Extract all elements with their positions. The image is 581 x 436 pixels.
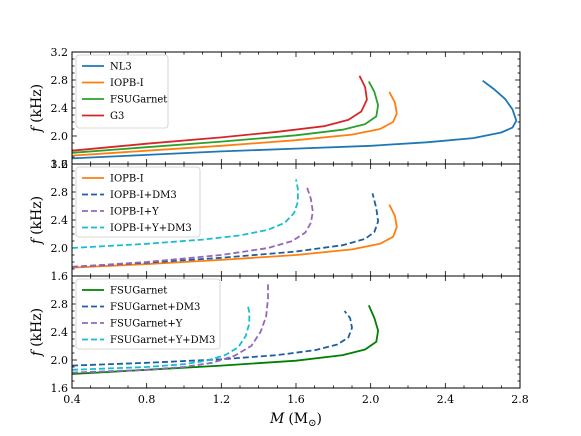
legend-label: FSUGarnet+DM3 (110, 302, 200, 313)
x-tick-label: 2.4 (437, 393, 455, 406)
legend: FSUGarnet FSUGarnet+DM3 FSUGarnet+Y FSUGarn… (75, 278, 221, 350)
legend-label: IOPB-I+Y (110, 207, 159, 218)
x-axis-label-close: ) (317, 411, 322, 427)
x-axis-label-var: M (269, 411, 285, 427)
series-line-fsugarnet-y (72, 284, 269, 374)
y-tick-label: 1.6 (51, 158, 69, 171)
y-axis-label-unit: (kHz) (29, 196, 45, 235)
y-tick-label: 2.8 (51, 186, 69, 199)
legend-label: IOPB-I (110, 174, 144, 185)
x-tick-label: 0.8 (138, 393, 156, 406)
y-tick-label: 2.0 (51, 354, 69, 367)
x-tick-label: 1.2 (213, 393, 231, 406)
y-tick-label: 2.4 (51, 326, 69, 339)
panel-frame (71, 275, 521, 389)
panel-1: 1.6 2.0 2.4 2.8 3.2 f(kHz) NL3 IOPB-I FSUGarnet G… (29, 46, 521, 171)
legend-label: FSUGarnet+Y (110, 319, 183, 330)
x-tick-label: 1.6 (287, 393, 305, 406)
y-tick-label: 2.0 (51, 242, 69, 255)
series-line-g3 (72, 75, 368, 152)
series-group (72, 179, 398, 269)
x-axis-label: M (M⊙) (269, 411, 322, 429)
y-tick-label: 2.8 (51, 74, 69, 87)
y-tick-label: 1.6 (51, 382, 69, 395)
series-line-iopb-i-dm3 (72, 193, 380, 268)
x-axis-label-unit: (M (288, 411, 308, 427)
y-tick-label: 2.0 (51, 130, 69, 143)
panel-3: 1.6 2.0 2.4 2.8 0.4 0.8 1.2 1.6 2.0 2.4 2.8 f(kHz) F… (29, 275, 529, 429)
legend-label: FSUGarnet (110, 95, 167, 106)
legend-label: NL3 (110, 62, 132, 73)
x-tick-label: 2.0 (362, 393, 380, 406)
legend-label: IOPB-I+DM3 (110, 190, 177, 201)
y-axis-label-var: f (29, 236, 45, 245)
x-tick-label: 2.8 (511, 393, 529, 406)
legend-box (75, 278, 221, 350)
legend-label: FSUGarnet+Y+DM3 (110, 335, 215, 346)
legend-box (75, 166, 201, 238)
series-line-iopb-i-y (72, 187, 314, 268)
y-tick-label: 3.2 (51, 158, 69, 171)
legend-label: FSUGarnet (110, 286, 167, 297)
legend: IOPB-I IOPB-I+DM3 IOPB-I+Y IOPB-I+Y+DM3 (75, 166, 201, 238)
y-tick-label: 1.6 (51, 270, 69, 283)
legend-label: G3 (110, 111, 124, 122)
series-line-iopb-i (72, 91, 398, 157)
y-tick-label: 2.4 (51, 102, 69, 115)
panel-2: 1.62.02.42.83.2f(kHz)IOPB-IIOPB-I+DM3IOP… (29, 158, 521, 283)
y-axis-label: f(kHz) (29, 196, 45, 245)
legend-label: IOPB-I+Y+DM3 (110, 223, 192, 234)
x-axis-label-sub: ⊙ (308, 418, 316, 429)
series-line-nl3 (72, 79, 518, 160)
y-axis-label: f(kHz) (29, 84, 45, 133)
series-line-iopb-i (72, 204, 398, 269)
legend-label: IOPB-I (110, 78, 144, 89)
series-line-fsugarnet-dm3 (72, 310, 353, 367)
y-axis-label-unit: (kHz) (29, 308, 45, 347)
y-tick-label: 2.8 (51, 298, 69, 311)
y-axis-label-var: f (29, 124, 45, 133)
y-axis-label-var: f (29, 348, 45, 357)
y-axis-label-unit: (kHz) (29, 84, 45, 123)
legend: NL3 IOPB-I FSUGarnet G3 (75, 54, 169, 129)
legend-box (75, 54, 169, 129)
series-group (72, 75, 518, 160)
y-tick-label: 3.2 (51, 46, 69, 59)
y-tick-label: 2.4 (51, 214, 69, 227)
series-line-iopb-i-y-dm3 (72, 179, 299, 249)
series-group (72, 284, 380, 375)
x-tick-label: 0.4 (63, 393, 81, 406)
y-axis-label: f(kHz) (29, 308, 45, 357)
series-line-fsugarnet-y-dm3 (72, 303, 251, 371)
series-line-fsugarnet (72, 80, 380, 154)
